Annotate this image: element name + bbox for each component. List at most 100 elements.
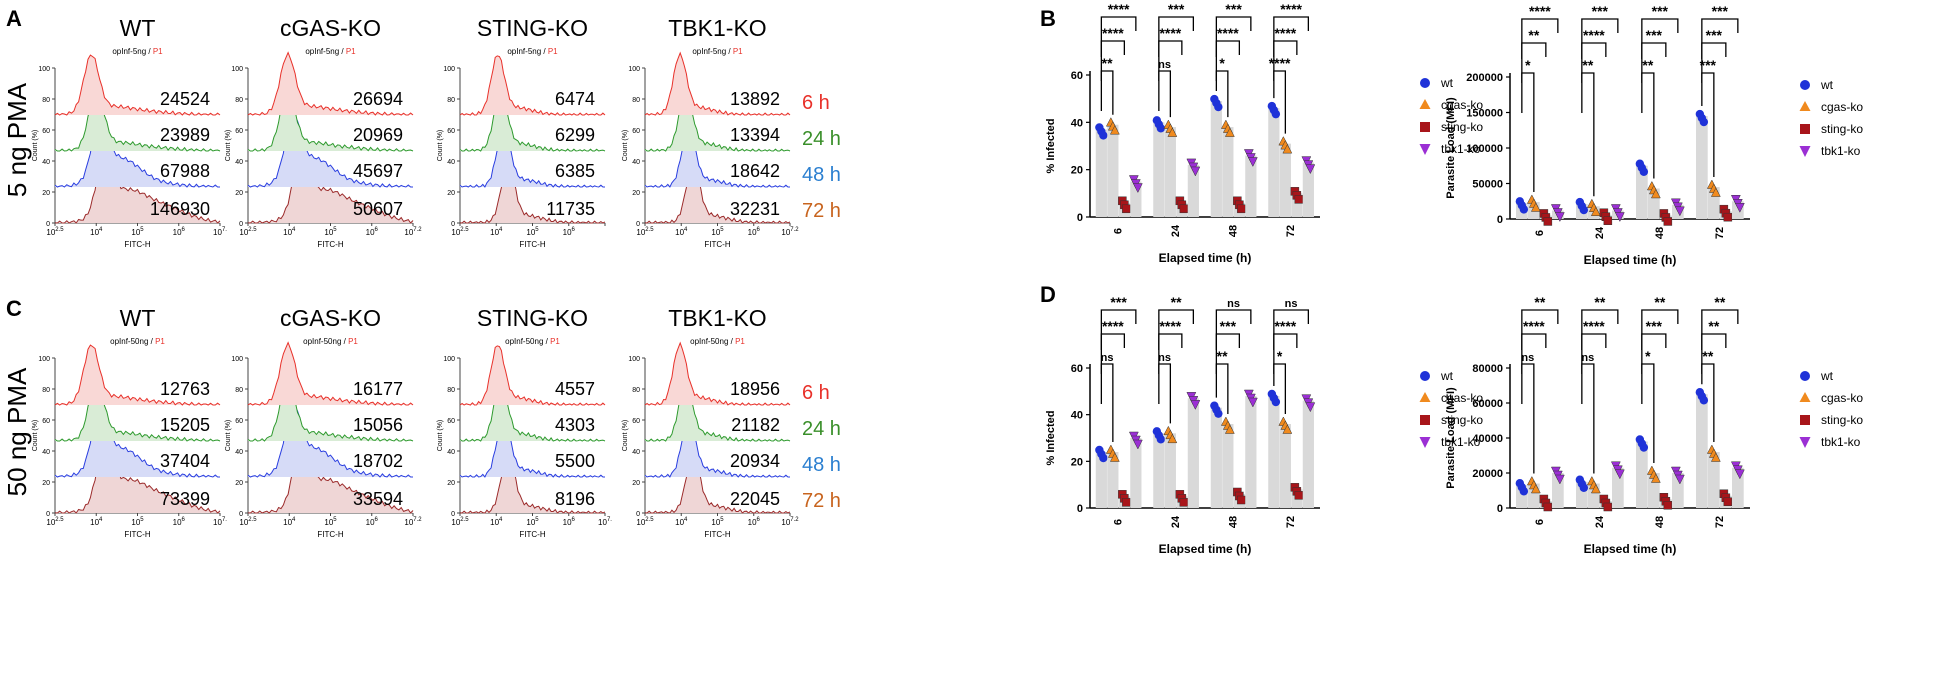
sig-bracket xyxy=(1581,18,1619,59)
x-tick-label: 106 xyxy=(173,227,186,237)
bar xyxy=(1187,164,1199,217)
y-tick-label: 40 xyxy=(42,449,50,456)
sig-bracket xyxy=(1581,72,1595,197)
pma-label: 50 ng PMA xyxy=(2,367,32,496)
gate-header: opInf-5ng / P1 xyxy=(507,47,558,56)
sig-label: ** xyxy=(1642,57,1653,73)
x-tick-label: 102.5 xyxy=(636,517,654,527)
y-tick-label: 60 xyxy=(447,418,455,425)
sig-bracket xyxy=(1158,40,1183,81)
y-tick-label: 60 xyxy=(1071,363,1083,375)
mfi-value: 18642 xyxy=(730,161,780,181)
x-tick-label: 48 xyxy=(1654,227,1666,239)
y-tick-label: 100 xyxy=(443,356,455,363)
panel-title: TBK1-KO xyxy=(668,305,766,331)
panel-title: cGAS-KO xyxy=(280,15,381,41)
legend-marker-tbk1 xyxy=(1799,437,1811,448)
x-tick-exponent: 6 xyxy=(572,517,576,523)
gate-name: P1 xyxy=(346,47,356,56)
x-tick-exponent: 2.5 xyxy=(55,227,64,233)
mfi-value: 45697 xyxy=(353,161,403,181)
x-tick-exponent: 7. xyxy=(607,517,612,523)
time-label: 6 h xyxy=(802,382,830,404)
x-tick-exponent: 6 xyxy=(182,517,186,523)
mfi-value: 26694 xyxy=(353,89,403,109)
mfi-value: 22045 xyxy=(730,489,780,509)
point-tbk1 xyxy=(1614,212,1625,223)
y-tick-label: 0 xyxy=(46,511,50,518)
y-tick-label: 20 xyxy=(447,190,455,197)
legend-label: sting-ko xyxy=(1441,413,1483,427)
x-tick-label: 104 xyxy=(675,517,688,527)
point-sting xyxy=(1603,216,1613,225)
point-tbk1 xyxy=(1247,157,1258,168)
x-tick-label: 104 xyxy=(675,227,688,237)
point-cgas xyxy=(1710,187,1721,197)
x-tick-label: 105 xyxy=(526,227,539,237)
legend-label: cgas-ko xyxy=(1821,100,1863,114)
x-tick-label: 102.5 xyxy=(239,517,257,527)
point-tbk1 xyxy=(1247,397,1258,408)
histogram-line xyxy=(459,90,606,152)
bar xyxy=(1268,108,1280,217)
legend-label: tbk1-ko xyxy=(1821,144,1861,158)
legend-label: tbk1-ko xyxy=(1441,435,1481,449)
bar xyxy=(1245,396,1257,508)
x-tick-label: 106 xyxy=(563,227,576,237)
x-axis-label: FITC-H xyxy=(704,240,730,249)
x-tick-label: 104 xyxy=(283,517,296,527)
gate-sample: opInf-50ng / xyxy=(110,337,155,346)
x-tick-base: 10 xyxy=(90,228,99,237)
x-tick-label: 107.2 xyxy=(404,517,422,527)
x-tick-base: 10 xyxy=(748,228,757,237)
x-tick-label: 105 xyxy=(324,517,337,527)
y-tick-label: 40 xyxy=(632,449,640,456)
panel-letter: D xyxy=(1040,282,1056,307)
bar xyxy=(1516,485,1528,508)
x-tick-base: 10 xyxy=(675,228,684,237)
sig-label: **** xyxy=(1108,1,1130,17)
x-tick-base: 10 xyxy=(366,228,375,237)
point-sting xyxy=(1122,204,1131,214)
sig-bracket xyxy=(1641,309,1679,350)
bar xyxy=(1302,162,1314,217)
legend-label: tbk1-ko xyxy=(1821,435,1861,449)
y-tick-label: 20 xyxy=(632,480,640,487)
bar xyxy=(1210,407,1222,508)
y-tick-label: 60000 xyxy=(1472,398,1503,410)
sig-bracket xyxy=(1273,309,1310,350)
mfi-value: 37404 xyxy=(160,451,210,471)
mfi-value: 4303 xyxy=(555,415,595,435)
point-tbk1 xyxy=(1734,203,1745,213)
mfi-value: 20969 xyxy=(353,125,403,145)
gate-sample: opInf-50ng / xyxy=(303,337,348,346)
time-label: 48 h xyxy=(802,164,841,186)
point-cgas xyxy=(1650,473,1661,483)
y-tick-label: 0 xyxy=(636,511,640,518)
legend-label: sting-ko xyxy=(1441,120,1483,134)
y-tick-label: 0 xyxy=(636,221,640,228)
bar xyxy=(1696,394,1708,508)
legend-marker-wt xyxy=(1420,78,1430,88)
histogram-fill xyxy=(248,52,413,115)
histogram-fill xyxy=(248,440,413,513)
y-tick-label: 0 xyxy=(451,511,455,518)
point-tbk1 xyxy=(1305,164,1316,175)
x-tick-exponent: 4 xyxy=(499,517,503,523)
sig-bracket xyxy=(1521,18,1559,59)
y-tick-label: 20 xyxy=(42,190,50,197)
sig-label: **** xyxy=(1159,318,1181,334)
x-tick-label: 105 xyxy=(526,517,539,527)
sig-label: ** xyxy=(1654,294,1665,310)
mfi-value: 20934 xyxy=(730,451,780,471)
x-tick-base: 10 xyxy=(598,518,607,527)
bar xyxy=(1732,467,1744,508)
sig-label: ns xyxy=(1521,352,1534,364)
histogram-line xyxy=(459,55,606,116)
sig-bracket xyxy=(1273,333,1298,374)
x-tick-base: 10 xyxy=(213,228,222,237)
point-wt xyxy=(1699,396,1709,405)
bar xyxy=(1708,452,1720,508)
bar xyxy=(1291,193,1303,217)
point-cgas xyxy=(1109,452,1120,462)
